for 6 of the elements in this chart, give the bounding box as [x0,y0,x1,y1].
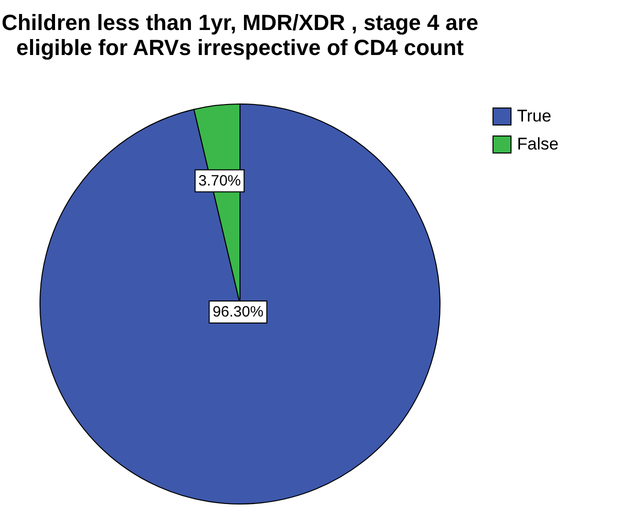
data-label: 96.30% [212,304,264,320]
legend-label: True [517,106,552,126]
pie-slice [40,104,440,504]
legend-label: False [517,134,559,154]
chart-title: Children less than 1yr, MDR/XDR , stage 4 are eligible for ARVs irrespective of CD4 count [2,10,478,60]
data-label: 3.70% [198,172,241,190]
